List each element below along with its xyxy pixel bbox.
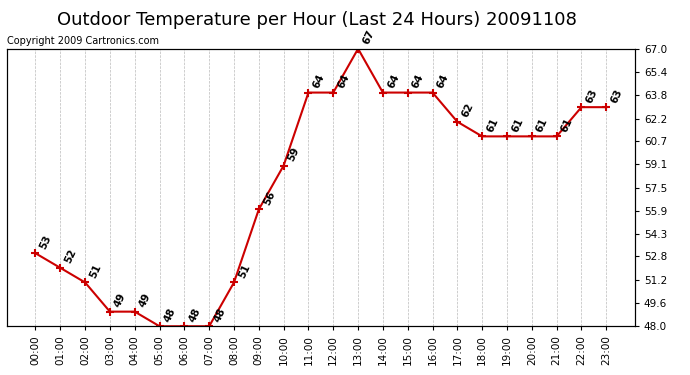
Text: 48: 48 [162, 306, 177, 324]
Text: 62: 62 [460, 102, 475, 119]
Text: 48: 48 [187, 306, 202, 324]
Text: 64: 64 [336, 72, 351, 90]
Text: 53: 53 [38, 233, 53, 250]
Text: Outdoor Temperature per Hour (Last 24 Hours) 20091108: Outdoor Temperature per Hour (Last 24 Ho… [57, 11, 578, 29]
Text: 49: 49 [137, 291, 152, 309]
Text: 51: 51 [237, 262, 252, 280]
Text: 63: 63 [609, 87, 624, 104]
Text: 63: 63 [584, 87, 600, 104]
Text: 64: 64 [411, 72, 426, 90]
Text: 67: 67 [361, 28, 376, 46]
Text: Copyright 2009 Cartronics.com: Copyright 2009 Cartronics.com [7, 36, 159, 46]
Text: 64: 64 [386, 72, 401, 90]
Text: 49: 49 [112, 291, 128, 309]
Text: 61: 61 [535, 116, 550, 134]
Text: 56: 56 [262, 189, 277, 207]
Text: 48: 48 [212, 306, 227, 324]
Text: 61: 61 [510, 116, 525, 134]
Text: 61: 61 [485, 116, 500, 134]
Text: 51: 51 [88, 262, 103, 280]
Text: 64: 64 [435, 72, 451, 90]
Text: 52: 52 [63, 248, 78, 265]
Text: 61: 61 [560, 116, 575, 134]
Text: 64: 64 [311, 72, 326, 90]
Text: 59: 59 [286, 146, 302, 163]
